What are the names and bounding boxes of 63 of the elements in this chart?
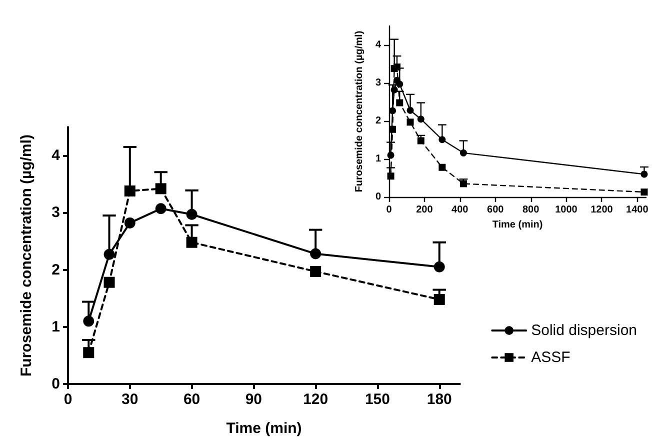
x-tick-label: 400: [452, 204, 469, 216]
x-tick-label: 1200: [590, 204, 614, 216]
y-tick-label: 4: [375, 40, 382, 50]
x-tick-label: 60: [183, 391, 200, 408]
point: [387, 152, 394, 159]
point: [434, 261, 445, 272]
y-tick-label: 1: [52, 318, 60, 336]
x-tick-label: 30: [122, 391, 138, 408]
point: [390, 86, 398, 94]
point: [124, 185, 136, 196]
point: [155, 183, 166, 194]
point: [104, 276, 115, 288]
point: [396, 99, 404, 106]
point: [186, 208, 198, 220]
point: [396, 80, 404, 88]
point: [389, 126, 396, 133]
y-tick-label: 0: [52, 376, 60, 392]
x-tick-label: 120: [303, 391, 328, 408]
point: [417, 137, 424, 144]
point: [83, 316, 94, 327]
x-axis-title: Time (min): [226, 420, 302, 437]
point: [393, 64, 400, 71]
point: [417, 116, 424, 123]
point: [83, 347, 94, 358]
point: [640, 188, 648, 196]
x-tick-label: 90: [245, 391, 262, 408]
legend-label: ASSF: [531, 349, 570, 366]
point: [460, 180, 467, 188]
point: [406, 118, 414, 126]
y-tick-label: 3: [52, 204, 60, 222]
y-tick-label: 3: [375, 78, 382, 88]
point: [406, 106, 414, 114]
legend-label: Solid dispersion: [531, 322, 638, 339]
point: [124, 217, 136, 228]
point: [310, 248, 322, 260]
y-axis-title: Furosemide concentration (µg/ml): [354, 30, 366, 192]
x-axis-title: Time (min): [492, 219, 543, 230]
y-tick-label: 0: [375, 192, 382, 202]
x-tick-label: 1000: [555, 204, 578, 216]
x-tick-label: 200: [416, 204, 434, 216]
x-tick-label: 600: [487, 204, 504, 216]
x-tick-label: 1400: [626, 204, 649, 216]
y-tick-label: 2: [375, 116, 382, 126]
point: [640, 170, 648, 178]
y-tick-label: 2: [52, 261, 60, 278]
y-tick-label: 4: [52, 147, 61, 164]
point: [387, 172, 394, 180]
point: [186, 236, 198, 248]
point: [438, 164, 446, 171]
x-tick-label: 180: [426, 391, 452, 408]
point: [389, 107, 396, 114]
point: [310, 266, 322, 277]
point: [438, 136, 446, 144]
point: [155, 203, 166, 214]
point: [434, 294, 445, 305]
point: [460, 149, 467, 156]
y-tick-label: 1: [375, 154, 382, 164]
x-tick-label: 800: [522, 204, 540, 216]
point: [104, 248, 115, 260]
x-tick-label: 0: [64, 391, 72, 408]
x-tick-label: 0: [386, 204, 392, 216]
x-tick-label: 150: [364, 391, 390, 408]
y-axis-title: Furosemide concentration (µg/ml): [18, 134, 35, 376]
